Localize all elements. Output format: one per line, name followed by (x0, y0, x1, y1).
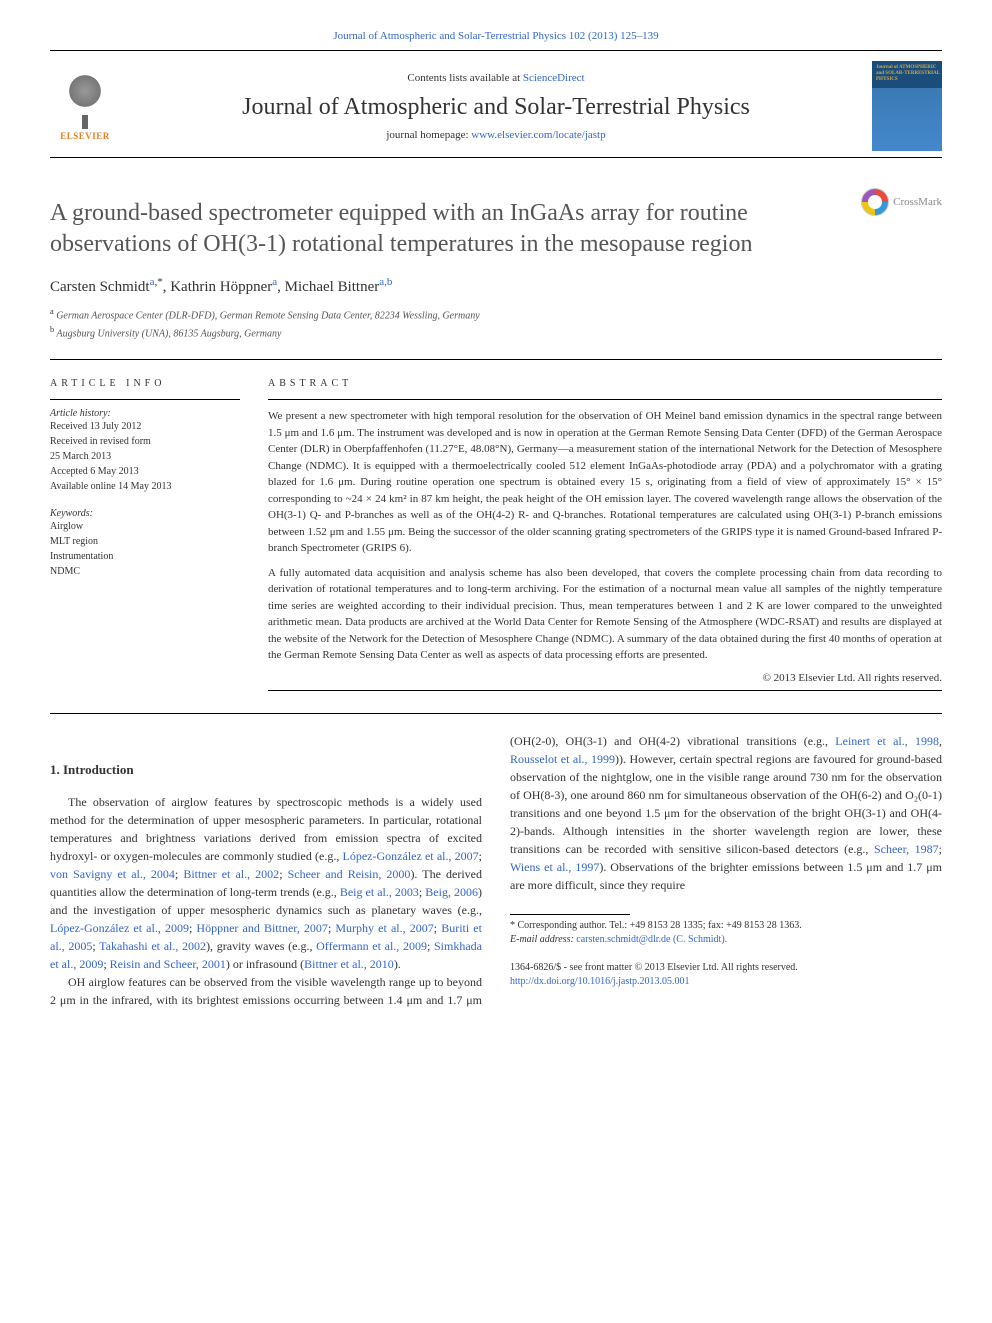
author-1-corr: ,* (154, 276, 162, 288)
author-1: Carsten Schmidt (50, 279, 150, 295)
abstract-p1: We present a new spectrometer with high … (268, 408, 942, 557)
homepage-line: journal homepage: www.elsevier.com/locat… (140, 129, 852, 141)
cover-title-text: Journal of ATMOSPHERIC and SOLAR-TERREST… (876, 65, 942, 83)
corr-email-link[interactable]: carsten.schmidt@dlr.de (C. Schmidt). (576, 934, 727, 945)
journal-name: Journal of Atmospheric and Solar-Terrest… (140, 94, 852, 121)
history-accepted: Accepted 6 May 2013 (50, 464, 240, 479)
section-1-heading: 1. Introduction (50, 760, 482, 780)
article-info-heading: ARTICLE INFO (50, 378, 240, 389)
crossmark-icon (861, 188, 889, 216)
history-label: Article history: (50, 408, 240, 419)
keywords-label: Keywords: (50, 508, 240, 519)
journal-header: ELSEVIER Contents lists available at Sci… (50, 55, 942, 158)
keyword-2: MLT region (50, 534, 240, 549)
front-matter: 1364-6826/$ - see front matter © 2013 El… (510, 961, 942, 989)
author-list: Carsten Schmidta,*, Kathrin Höppnera, Mi… (50, 276, 942, 296)
elsevier-wordmark: ELSEVIER (60, 131, 110, 141)
article-info-sidebar: ARTICLE INFO Article history: Received 1… (50, 378, 240, 695)
doi-link[interactable]: http://dx.doi.org/10.1016/j.jastp.2013.0… (510, 976, 690, 987)
article-title: A ground-based spectrometer equipped wit… (50, 198, 835, 260)
contents-available-line: Contents lists available at ScienceDirec… (140, 72, 852, 84)
crossmark-badge[interactable]: CrossMark (861, 188, 942, 216)
affiliation-b: b Augsburg University (UNA), 86135 Augsb… (50, 324, 942, 341)
sciencedirect-link[interactable]: ScienceDirect (523, 72, 585, 84)
elsevier-logo: ELSEVIER (50, 66, 120, 146)
corresponding-author-footnote: * Corresponding author. Tel.: +49 8153 2… (510, 919, 942, 947)
journal-cover-thumbnail: Journal of ATMOSPHERIC and SOLAR-TERREST… (872, 61, 942, 151)
top-journal-ref-link[interactable]: Journal of Atmospheric and Solar-Terrest… (333, 30, 658, 42)
elsevier-tree-icon (60, 71, 110, 121)
author-2-aff[interactable]: a (272, 276, 277, 288)
issn-line: 1364-6826/$ - see front matter © 2013 El… (510, 961, 942, 975)
author-3-aff[interactable]: a,b (379, 276, 392, 288)
abstract-copyright: © 2013 Elsevier Ltd. All rights reserved… (268, 672, 942, 684)
keyword-1: Airglow (50, 519, 240, 534)
abstract-block: ABSTRACT We present a new spectrometer w… (268, 378, 942, 695)
homepage-prefix: journal homepage: (386, 129, 471, 141)
affiliations: a German Aerospace Center (DLR-DFD), Ger… (50, 306, 942, 341)
abstract-heading: ABSTRACT (268, 378, 942, 389)
history-revised-2: 25 March 2013 (50, 449, 240, 464)
history-online: Available online 14 May 2013 (50, 479, 240, 494)
author-3: Michael Bittner (285, 279, 380, 295)
affiliation-a: a German Aerospace Center (DLR-DFD), Ger… (50, 306, 942, 323)
history-received: Received 13 July 2012 (50, 419, 240, 434)
keyword-4: NDMC (50, 564, 240, 579)
top-journal-reference: Journal of Atmospheric and Solar-Terrest… (50, 30, 942, 42)
author-2: Kathrin Höppner (170, 279, 272, 295)
crossmark-label: CrossMark (893, 196, 942, 208)
keyword-3: Instrumentation (50, 549, 240, 564)
contents-prefix: Contents lists available at (407, 72, 522, 84)
email-label: E-mail address: (510, 934, 576, 945)
history-revised-1: Received in revised form (50, 434, 240, 449)
corr-contact: * Corresponding author. Tel.: +49 8153 2… (510, 919, 942, 933)
abstract-p2: A fully automated data acquisition and a… (268, 565, 942, 664)
journal-homepage-link[interactable]: www.elsevier.com/locate/jastp (471, 129, 605, 141)
